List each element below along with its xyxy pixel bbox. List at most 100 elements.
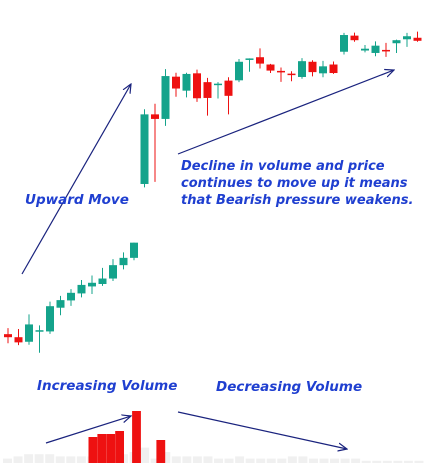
candle [256, 48, 264, 69]
candle-body [98, 278, 107, 284]
volume-bar [34, 454, 44, 463]
candle-body [151, 114, 159, 119]
candle-body [413, 37, 422, 41]
volume-bar-highlight [97, 434, 107, 463]
candle-body [203, 82, 212, 98]
volume-bar-highlight [106, 434, 116, 463]
volume-bar [76, 456, 86, 463]
candle-body [403, 36, 411, 40]
candle [14, 328, 23, 346]
candle [319, 60, 327, 78]
candle [287, 71, 296, 82]
volume-bar [161, 452, 171, 463]
candle [161, 69, 170, 126]
candle [413, 31, 422, 42]
candle-body [256, 57, 264, 64]
candle [130, 242, 138, 261]
decreasing-volume-arrow [177, 411, 347, 449]
candle [182, 72, 191, 98]
candle-body [25, 324, 33, 342]
volume-bar [66, 456, 76, 463]
volume-bar [55, 456, 65, 463]
volume-bar [192, 456, 202, 463]
candle [56, 295, 65, 316]
candle-body [319, 66, 327, 74]
candle-body [130, 242, 138, 258]
decline-note-line-2: continues to move up it means [181, 176, 408, 191]
candle-body [298, 61, 306, 77]
candle [98, 267, 107, 286]
volume-bars [3, 411, 424, 463]
increasing-volume-arrow [45, 416, 131, 444]
volume-bar [351, 458, 361, 463]
candles [4, 31, 422, 353]
decline-note-line-3: that Bearish pressure weakens. [181, 193, 413, 208]
volume-bar [393, 460, 403, 463]
volume-bar-highlight [132, 411, 141, 463]
candle-body [161, 76, 170, 119]
candle [235, 59, 243, 83]
volume-bar [382, 460, 392, 463]
volume-bar [13, 456, 23, 463]
decline-arrow [177, 70, 394, 155]
candle [382, 42, 390, 57]
volume-bar [330, 458, 340, 463]
candle-body [109, 265, 117, 279]
upward-move-label: Upward Move [25, 192, 129, 208]
candle-body [14, 337, 23, 343]
candle [224, 77, 233, 115]
volume-bar [235, 456, 245, 463]
candle [172, 72, 180, 97]
candle-body [224, 80, 233, 96]
candle-body [4, 334, 12, 338]
candle-body [371, 45, 380, 53]
decline-note-line-1: Decline in volume and price [181, 159, 385, 174]
volume-bar [45, 454, 55, 463]
candle-body [266, 64, 275, 71]
volume-bar [319, 458, 329, 463]
candle [245, 58, 254, 72]
volume-bar [340, 458, 350, 463]
candle [67, 289, 75, 306]
volume-bar-highlight [88, 437, 98, 463]
volume-bar [3, 458, 12, 463]
candle-body [277, 70, 285, 73]
volume-bar [372, 460, 382, 463]
candle [371, 41, 380, 57]
volume-bar [287, 456, 297, 463]
candle-body [46, 306, 54, 332]
candle-body [287, 73, 296, 76]
candle [350, 32, 359, 42]
candle-body [172, 76, 180, 89]
candle [119, 252, 128, 270]
volume-bar [203, 456, 213, 463]
candle-body [182, 73, 191, 91]
volume-bar [171, 456, 181, 463]
volume-bar-highlight [115, 431, 124, 463]
candle [25, 314, 33, 345]
volume-bar [150, 458, 160, 463]
candle [151, 103, 159, 182]
volume-bar-highlight [156, 440, 166, 463]
candle [340, 32, 348, 55]
candle [35, 325, 44, 353]
candle [193, 69, 201, 102]
candle-body [392, 40, 401, 44]
candle [298, 58, 306, 79]
volume-bar [298, 456, 308, 463]
candle [46, 301, 54, 334]
candle-body [214, 83, 222, 86]
volume-bar [182, 456, 192, 463]
candle-body [119, 257, 128, 266]
candle-body [382, 49, 390, 52]
candle [361, 45, 369, 53]
volume-bar [256, 458, 266, 463]
upward-move-arrow [21, 84, 131, 275]
candle [392, 39, 401, 53]
volume-bar [266, 458, 276, 463]
volume-bar [403, 460, 413, 463]
candle [308, 60, 317, 77]
volume-bar [224, 458, 234, 463]
candle [4, 328, 12, 344]
